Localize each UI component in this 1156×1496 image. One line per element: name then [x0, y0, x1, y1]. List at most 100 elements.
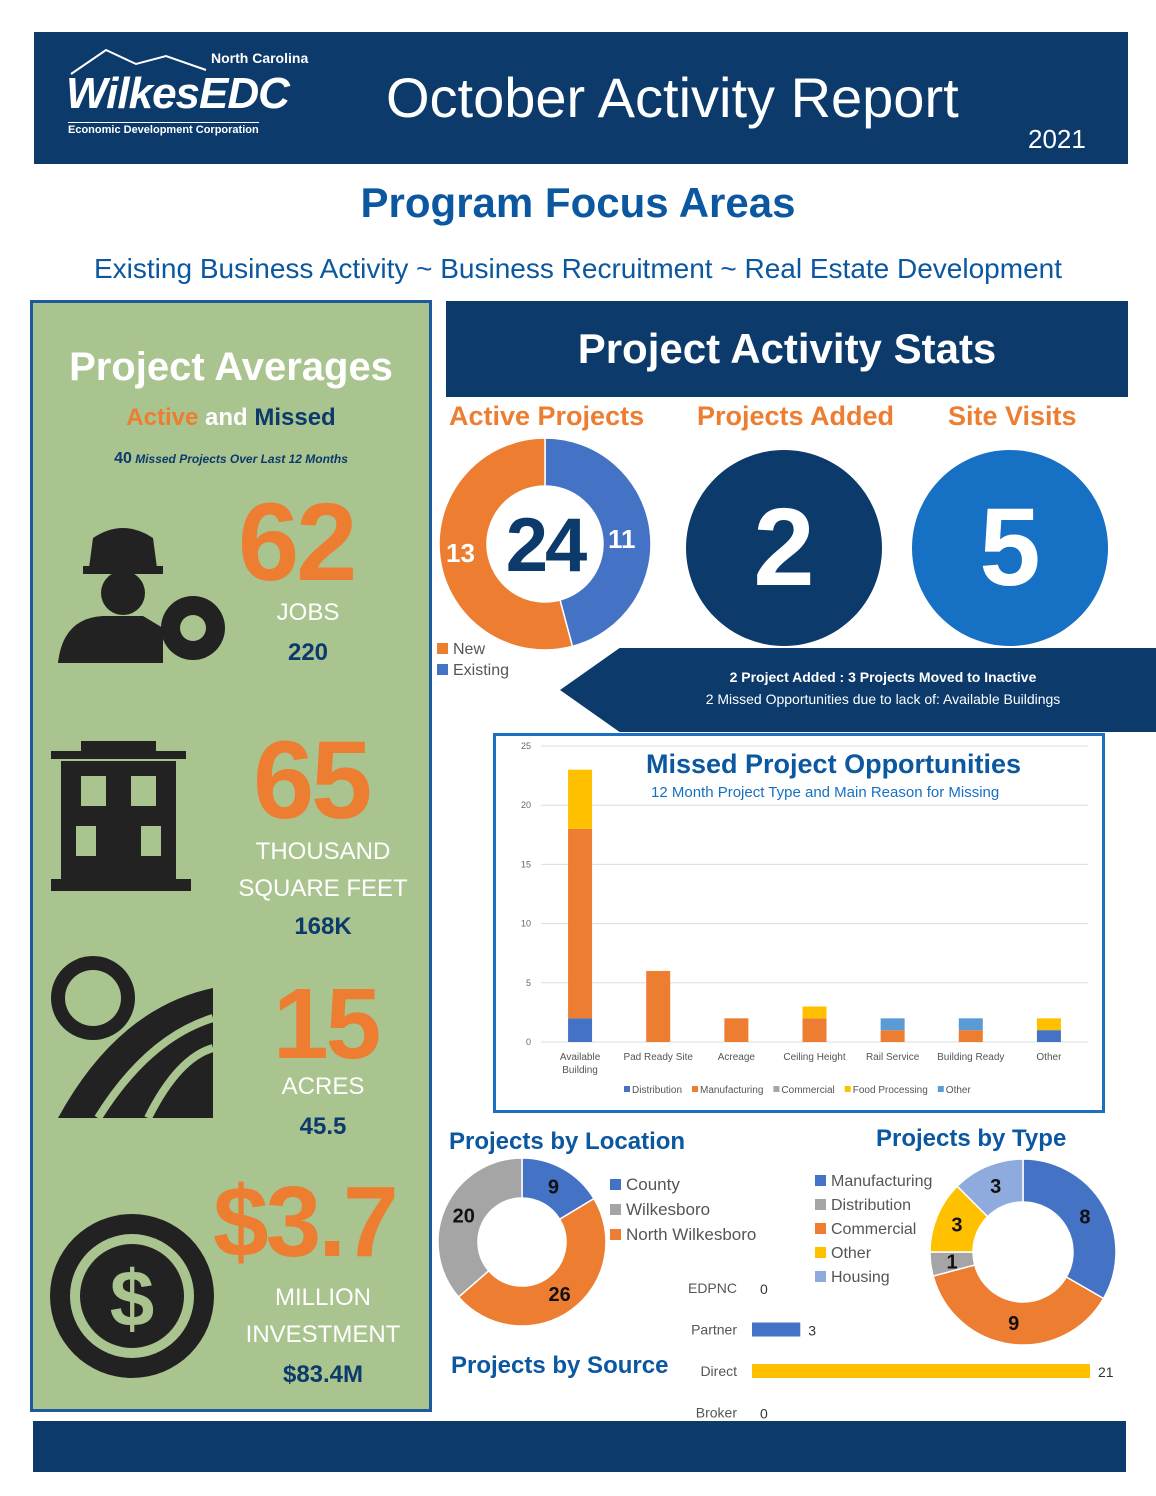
active-new-value: 13: [446, 538, 475, 568]
jobs-total: 220: [287, 639, 329, 666]
location-value-label: 9: [548, 1176, 559, 1198]
source-value-label: 0: [760, 1406, 768, 1422]
legend-swatch: [844, 1086, 851, 1092]
bar-segment: [724, 1018, 749, 1042]
legend-swatch: [610, 1204, 621, 1215]
legend-swatch: [692, 1086, 699, 1092]
x-tick-label: Rail Service: [866, 1052, 920, 1063]
legend-label: New: [453, 641, 486, 658]
location-value-label: 20: [453, 1205, 475, 1227]
type-value-label: 1: [947, 1251, 958, 1273]
report-title: October Activity Report: [386, 66, 959, 129]
type-slice: [932, 1264, 1105, 1346]
location-slice: [438, 1158, 523, 1299]
legend-item: Distribution: [815, 1194, 932, 1218]
legend-item: Housing: [815, 1266, 932, 1290]
source-value-label: 21: [1098, 1364, 1114, 1380]
legend-label: Commercial: [831, 1221, 917, 1238]
svg-text:$: $: [110, 1254, 155, 1343]
sun-field-icon: [51, 956, 215, 1118]
bar-segment: [1036, 1018, 1061, 1031]
legend-label: Manufacturing: [831, 1173, 933, 1190]
wilkes-edc-logo: North Carolina WilkesEDC Economic Develo…: [66, 46, 326, 142]
legend-swatch: [610, 1229, 621, 1240]
callout-line-2: 2 Missed Opportunities due to lack of: A…: [705, 691, 1061, 707]
legend-swatch: [610, 1179, 621, 1190]
y-tick-label: 0: [526, 1037, 531, 1047]
investment-label: MILLION INVESTMENT: [245, 1284, 401, 1348]
averages-subtitle: Active and Missed: [33, 403, 429, 433]
legend-swatch: [815, 1271, 826, 1282]
legend-swatch: [815, 1223, 826, 1234]
logo-sub-text: Economic Development Corporation: [68, 122, 259, 136]
type-legend: Manufacturing Distribution Commercial Other…: [815, 1170, 932, 1290]
bar-segment: [1036, 1030, 1061, 1042]
source-value-label: 0: [760, 1281, 768, 1297]
x-tick-label: Other: [1036, 1052, 1062, 1063]
y-tick-label: 15: [521, 859, 531, 869]
legend-label: Housing: [831, 1269, 890, 1286]
legend-swatch: [773, 1086, 780, 1092]
projects-added-label: Projects Added: [697, 401, 895, 431]
missed-word: Missed: [254, 404, 336, 431]
active-projects-donut: [438, 438, 652, 651]
site-visits-circle: 5: [912, 450, 1108, 646]
legend-label: Wilkesboro: [626, 1200, 711, 1219]
type-title: Projects by Type: [876, 1125, 1067, 1152]
legend-item: County: [610, 1172, 756, 1197]
bar-segment: [880, 1030, 905, 1042]
x-tick-label: Ceiling Height: [783, 1052, 845, 1063]
sqft-label: THOUSAND SQUARE FEET: [238, 838, 408, 902]
legend-swatch: [624, 1086, 630, 1092]
legend-swatch: [437, 643, 448, 654]
legend-item: Other: [815, 1242, 932, 1266]
location-donut: 9 26 20: [438, 1158, 607, 1327]
activity-callout: 2 Project Added : 3 Projects Moved to In…: [560, 648, 1156, 732]
type-value-label: 3: [990, 1176, 1001, 1198]
active-slice: [438, 438, 574, 651]
jobs-label: JOBS: [276, 599, 340, 626]
callout-line-1: 2 Project Added : 3 Projects Moved to In…: [729, 669, 1037, 685]
footer-bar: [33, 1421, 1126, 1472]
bar-segment: [802, 1006, 827, 1019]
source-bar: [752, 1322, 801, 1337]
acres-average: 15: [273, 968, 381, 1080]
x-tick-label: Building: [562, 1065, 598, 1076]
source-category-label: EDPNC: [688, 1280, 737, 1296]
legend-item: Manufacturing: [815, 1170, 932, 1194]
jobs-average: 62: [238, 481, 357, 604]
acres-label: ACRES: [281, 1073, 365, 1100]
chart-title: Missed Project Opportunities: [646, 749, 1022, 779]
logo-main-text: WilkesEDC: [66, 69, 290, 118]
source-bar: [752, 1364, 1090, 1378]
legend-item: North Wilkesboro: [610, 1222, 756, 1247]
legend-swatch: [815, 1175, 826, 1186]
legend-item: Wilkesboro: [610, 1197, 756, 1222]
legend-new: New: [437, 640, 485, 660]
x-tick-label: Building Ready: [937, 1052, 1004, 1063]
bar-segment: [568, 769, 593, 829]
legend-label: Distribution: [831, 1197, 912, 1214]
legend-label: Existing: [453, 662, 510, 679]
y-tick-label: 10: [521, 919, 531, 929]
type-slice: [956, 1158, 1024, 1218]
logo-top-text: North Carolina: [211, 50, 309, 66]
legend-label: Manufacturing: [700, 1085, 763, 1096]
location-legend: County Wilkesboro North Wilkesboro: [610, 1172, 756, 1247]
bar-segment: [646, 970, 671, 1042]
focus-areas: Existing Business Activity ~ Business Re…: [94, 253, 1062, 284]
source-title: Projects by Source: [451, 1352, 669, 1379]
source-category-label: Partner: [691, 1322, 737, 1338]
focus-title: Program Focus Areas: [360, 179, 796, 226]
bar-segment: [568, 828, 593, 1019]
x-tick-label: Pad Ready Site: [623, 1052, 693, 1063]
investment-average: $3.7: [213, 1166, 399, 1278]
legend-label: Commercial: [781, 1085, 834, 1096]
x-tick-label: Acreage: [718, 1052, 756, 1063]
y-tick-label: 25: [521, 741, 531, 751]
type-value-label: 8: [1079, 1206, 1090, 1228]
bar-segment: [802, 1018, 827, 1042]
report-year: 2021: [1028, 124, 1086, 154]
legend-item: Commercial: [815, 1218, 932, 1242]
legend-label: Other: [831, 1245, 872, 1262]
